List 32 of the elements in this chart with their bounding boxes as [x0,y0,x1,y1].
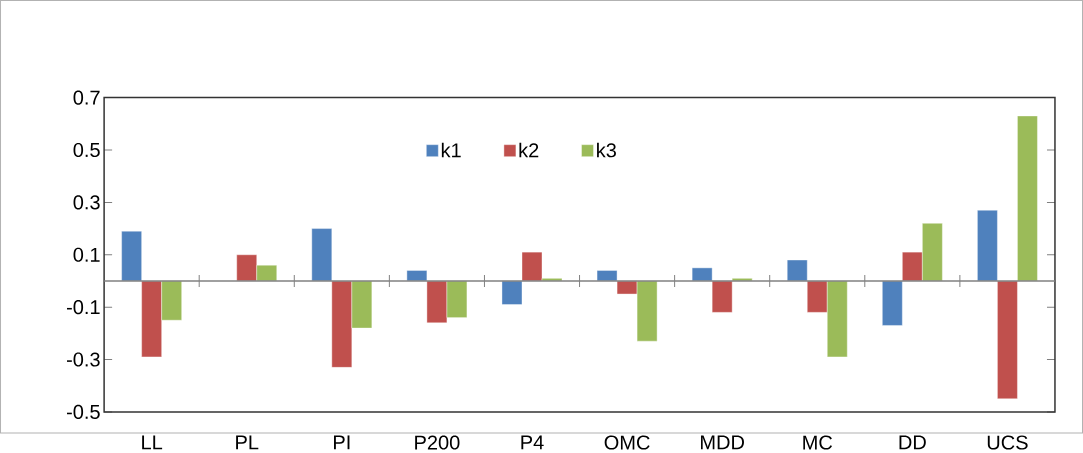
x-tick-label: MDD [701,435,744,450]
bar [406,270,428,282]
y-tick-label: -0.3 [66,352,100,367]
y-tick-label: 0.5 [73,142,100,158]
bar [501,280,523,305]
legend-label: k3 [597,142,616,158]
bar [997,280,1018,400]
x-tick-label: P200 [415,435,460,450]
x-tick-label: LL [142,435,163,450]
x-tick-label: OMC [604,435,650,450]
legend-label: k2 [519,142,539,158]
legend-label: k1 [441,142,461,158]
y-tick-label: -0.1 [66,300,100,315]
y-tick-label: 0.7 [73,90,100,105]
bar [596,270,618,282]
bar [691,267,713,282]
bar [311,228,333,282]
x-tick-label: PI [334,435,350,450]
y-tick-label: 0.3 [73,195,100,210]
x-tick-label: MC [803,435,833,450]
y-tick-label: -0.5 [66,404,100,419]
bar [1017,115,1038,282]
y-tick-label: 0.1 [73,247,100,262]
bar [882,280,903,326]
bar [711,280,733,313]
x-tick-label: P4 [521,435,544,450]
bar [977,210,998,282]
x-tick-label: DD [899,435,926,450]
bar [121,231,142,282]
x-tick-label: PL [236,435,259,450]
x-tick-label: UCS [987,435,1028,450]
bar [787,259,808,282]
